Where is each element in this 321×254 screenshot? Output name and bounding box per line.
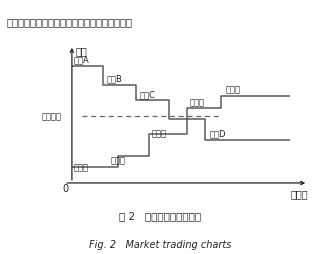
- Text: 买方C: 买方C: [140, 90, 156, 99]
- Text: 卖方戊: 卖方戊: [226, 85, 241, 94]
- Text: 价格: 价格: [76, 46, 88, 56]
- Text: 删除，但仍可以向其他区域市场主体买卖电量。: 删除，但仍可以向其他区域市场主体买卖电量。: [6, 17, 133, 27]
- Text: 成交价格: 成交价格: [42, 112, 62, 121]
- Text: 图 2   市场买卖成交示意图: 图 2 市场买卖成交示意图: [119, 210, 202, 220]
- Text: 0: 0: [62, 184, 68, 194]
- Text: 买方D: 买方D: [209, 129, 226, 138]
- Text: 发电量: 发电量: [291, 188, 308, 198]
- Text: 卖方乙: 卖方乙: [110, 155, 126, 164]
- Text: 买方B: 买方B: [107, 74, 122, 83]
- Text: 卖方丁: 卖方丁: [190, 98, 205, 107]
- Text: 买方A: 买方A: [73, 55, 89, 64]
- Text: 卖方丙: 卖方丙: [152, 129, 167, 138]
- Text: Fig. 2   Market trading charts: Fig. 2 Market trading charts: [89, 239, 232, 249]
- Text: 卖方甲: 卖方甲: [73, 162, 88, 171]
